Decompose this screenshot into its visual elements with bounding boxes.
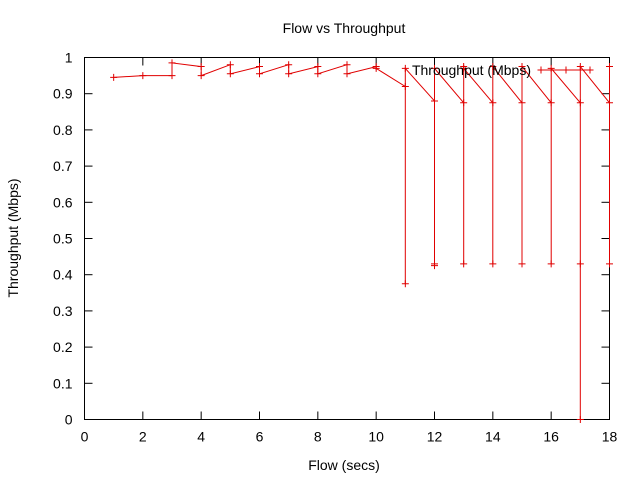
y-tick-label: 0.3 (53, 303, 73, 319)
y-tick-labels: 0 0.1 0.2 0.3 0.4 0.5 0.6 0.7 0.8 0.9 1 (53, 50, 73, 428)
series-layer (110, 59, 613, 423)
data-point-marker (372, 64, 380, 72)
data-point-marker (256, 63, 263, 71)
data-point-marker (606, 63, 613, 71)
data-point-marker (431, 97, 438, 105)
data-point-marker (606, 260, 613, 268)
x-tick-labels: 0 2 4 6 8 10 12 14 16 18 (81, 429, 618, 445)
axis-ticks (84, 57, 610, 420)
plot-frame (84, 57, 610, 420)
data-point-marker (576, 63, 584, 71)
data-point-marker (343, 70, 351, 78)
data-point-marker (547, 260, 555, 268)
x-axis-label: Flow (secs) (308, 457, 380, 473)
legend-label: Throughput (Mbps) (412, 62, 531, 78)
legend-marker (562, 66, 570, 74)
data-point-marker (401, 64, 409, 72)
data-point-marker (168, 59, 176, 67)
data-point-marker (547, 64, 555, 72)
y-tick-label: 0.7 (53, 158, 73, 174)
y-tick-label: 0.8 (53, 122, 73, 138)
legend: Throughput (Mbps) (412, 62, 594, 78)
data-point-marker (197, 63, 205, 71)
data-point-marker (197, 72, 205, 80)
data-point-marker (314, 70, 322, 78)
y-tick-label: 0.1 (53, 375, 73, 391)
x-tick-label: 16 (543, 429, 559, 445)
y-tick-label: 1 (65, 50, 73, 66)
data-point-marker (518, 260, 526, 268)
y-tick-label: 0.4 (53, 267, 73, 283)
x-tick-label: 12 (427, 429, 443, 445)
data-point-marker (489, 63, 497, 71)
legend-marker (537, 66, 545, 74)
x-tick-label: 0 (81, 429, 89, 445)
data-point-marker (168, 72, 176, 80)
data-point-marker (285, 61, 293, 69)
data-point-marker (431, 64, 438, 72)
data-point-marker (489, 99, 497, 107)
data-point-marker (226, 70, 234, 78)
chart-title: Flow vs Throughput (283, 20, 406, 36)
data-point-marker (431, 260, 438, 268)
x-tick-label: 6 (256, 429, 264, 445)
y-tick-label: 0.6 (53, 194, 73, 210)
y-tick-label: 0.9 (53, 86, 73, 102)
data-point-marker (226, 61, 234, 69)
data-point-marker (460, 99, 468, 107)
data-point-marker (576, 260, 584, 268)
y-tick-label: 0 (65, 412, 73, 428)
data-point-marker (606, 99, 613, 107)
y-tick-label: 0.2 (53, 339, 73, 355)
data-point-marker (139, 72, 147, 80)
x-tick-label: 4 (197, 429, 205, 445)
x-tick-label: 18 (602, 429, 618, 445)
data-point-marker (110, 73, 118, 81)
x-tick-label: 8 (314, 429, 322, 445)
x-tick-label: 2 (139, 429, 147, 445)
data-point-marker (518, 99, 526, 107)
x-tick-label: 10 (368, 429, 384, 445)
x-tick-label: 14 (485, 429, 501, 445)
series-line (113, 62, 610, 420)
data-point-marker (314, 63, 322, 71)
y-tick-label: 0.5 (53, 231, 73, 247)
data-point-marker (518, 63, 526, 71)
data-point-marker (576, 99, 584, 107)
data-point-marker (285, 70, 293, 78)
data-point-marker (256, 70, 263, 78)
data-point-marker (401, 280, 409, 288)
data-point-marker (547, 99, 555, 107)
data-point-marker (460, 260, 468, 268)
legend-marker (586, 66, 594, 74)
data-point-marker (401, 82, 409, 90)
data-point-marker (460, 64, 468, 72)
data-point-marker (343, 61, 351, 69)
data-point-marker (489, 260, 497, 268)
y-axis-label: Throughput (Mbps) (5, 178, 21, 297)
data-point-marker (576, 416, 584, 423)
